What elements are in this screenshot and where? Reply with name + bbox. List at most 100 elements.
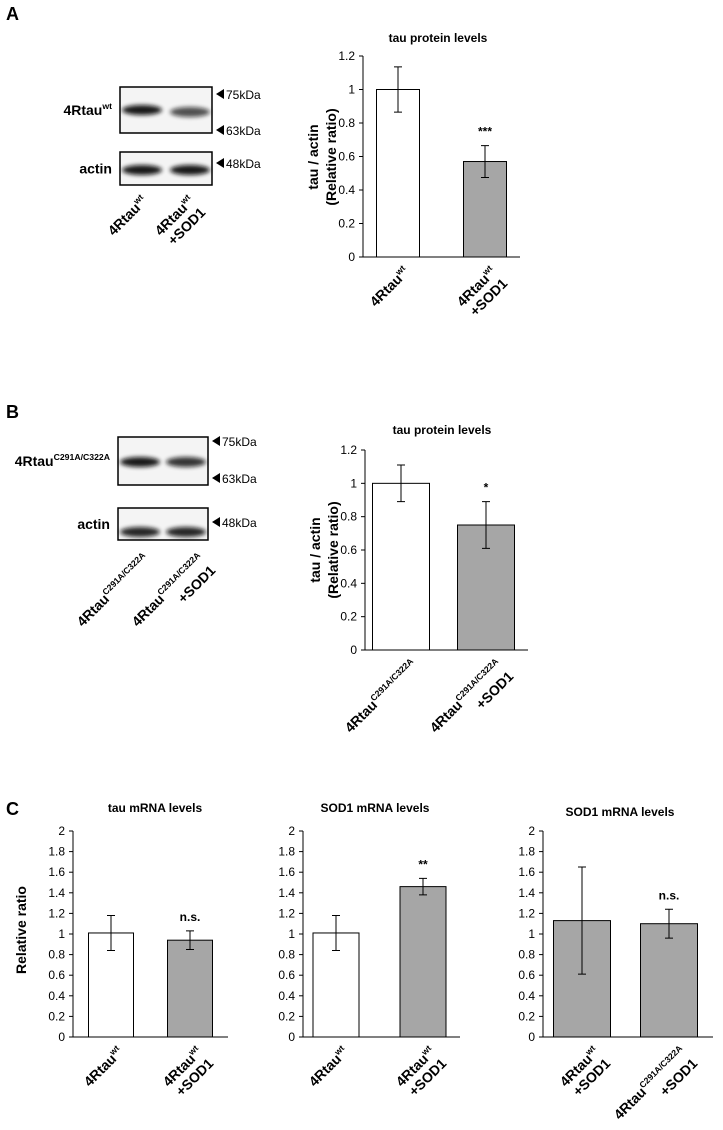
error-bar <box>665 908 673 939</box>
chart-title: tau protein levels <box>389 31 488 45</box>
category-label: 4RtauC291A/C322A+SOD1 <box>426 656 516 736</box>
blot-row-label-text: 4Rtau <box>15 453 54 469</box>
blot-row-label-text: actin <box>77 516 110 532</box>
blot-band <box>166 457 206 467</box>
y-axis-label: tau / actin <box>305 124 321 189</box>
blot-band <box>120 457 160 467</box>
error-bar <box>419 877 427 896</box>
chart-title: SOD1 mRNA levels <box>566 805 675 819</box>
error-bar <box>481 145 489 178</box>
y-tick-label: 0.6 <box>48 968 65 982</box>
marker-arrow <box>216 158 224 168</box>
y-tick-label: 0 <box>288 1030 295 1044</box>
panel-label: C <box>6 799 19 819</box>
x-tick-label: 4RtauC291A/C322A <box>341 656 421 736</box>
bar <box>376 89 420 258</box>
y-tick-label: 0.8 <box>340 510 357 524</box>
bar <box>640 923 698 1038</box>
bar <box>167 939 213 1038</box>
y-tick-label: 0.2 <box>278 1009 295 1023</box>
y-tick-label: 0.4 <box>340 576 357 590</box>
y-tick-label: 0.4 <box>48 989 65 1003</box>
panel-label: B <box>6 402 19 422</box>
y-tick-label: 0.8 <box>518 948 535 962</box>
y-tick-label: 0.2 <box>338 217 355 231</box>
chart-title: tau protein levels <box>393 423 492 437</box>
category-label: 4Rtauwt+SOD1 <box>556 1043 613 1099</box>
y-tick-label: 1.6 <box>278 865 295 879</box>
category-label: 4Rtauwt <box>80 1043 121 1089</box>
y-axis-label: Relative ratio <box>13 886 29 974</box>
y-tick-label: 0.4 <box>338 183 355 197</box>
y-axis-label: tau / actin <box>307 517 323 582</box>
y-tick-label: 1.6 <box>48 865 65 879</box>
blot-row-label: actin <box>77 516 110 532</box>
blot-row-label: actin <box>79 161 112 177</box>
y-tick-label: 0.4 <box>278 989 295 1003</box>
y-tick-label: 2 <box>288 824 295 838</box>
lane-label: 4Rtauwt <box>104 192 150 238</box>
category-label: 4Rtauwt <box>366 263 412 309</box>
category-label: 4Rtauwt+SOD1 <box>159 1043 216 1099</box>
blot-row-label-sup: C291A/C322A <box>54 452 111 462</box>
y-axis-label: (Relative ratio) <box>325 501 341 598</box>
y-tick-label: 0 <box>348 250 355 264</box>
blot-band <box>120 527 160 537</box>
x-tick-label: 4Rtauwt <box>366 263 412 309</box>
bar <box>399 886 447 1038</box>
y-tick-label: 1.2 <box>518 906 535 920</box>
blot-row-label-text: actin <box>79 161 112 177</box>
marker-label: 75kDa <box>226 88 261 102</box>
chart-title: tau mRNA levels <box>108 801 203 815</box>
y-tick-label: 1.6 <box>518 865 535 879</box>
y-tick-label: 1 <box>288 927 295 941</box>
blot-band <box>166 527 206 537</box>
blot-row-label: 4Rtauwt <box>63 101 112 118</box>
y-axis-label: (Relative ratio) <box>323 108 339 205</box>
bar <box>457 524 515 651</box>
significance: n.s. <box>659 888 680 902</box>
chart: SOD1 mRNA levels 0 0.2 0.4 0.6 0.8 1 1.2 1.4 1.6 1… <box>278 801 460 1099</box>
marker-label: 48kDa <box>222 516 257 530</box>
panel-label: A <box>6 4 19 24</box>
y-tick-label: 1.4 <box>48 886 65 900</box>
y-tick-label: 1.8 <box>518 845 535 859</box>
significance: *** <box>478 125 492 139</box>
chart-title: SOD1 mRNA levels <box>321 801 430 815</box>
error-bar <box>482 501 490 549</box>
x-tick-label-sup: C291A/C322A <box>368 656 415 703</box>
chart: SOD1 mRNA levels 0 0.2 0.4 0.6 0.8 1 1.2 1.4 1.6 1… <box>518 805 713 1123</box>
y-tick-label: 0.6 <box>518 968 535 982</box>
y-tick-label: 1.4 <box>518 886 535 900</box>
marker-arrow <box>216 89 224 99</box>
y-tick-label: 1.2 <box>338 49 355 63</box>
y-tick-label: 1.2 <box>340 443 357 457</box>
lane-label: 4RtauC291A/C322A+SOD1 <box>128 550 218 630</box>
error-bar <box>107 914 115 951</box>
marker-label: 75kDa <box>222 435 257 449</box>
blot-band <box>122 165 162 175</box>
chart: tau protein levels 0 0.2 0.4 0.6 0.8 1 1.2 tau /… <box>305 31 520 319</box>
y-tick-label: 1 <box>58 927 65 941</box>
marker-label: 63kDa <box>226 124 261 138</box>
y-tick-label: 1.8 <box>48 845 65 859</box>
y-tick-label: 0.8 <box>278 948 295 962</box>
y-tick-label: 0 <box>58 1030 65 1044</box>
lane-label: 4Rtauwt <box>104 192 150 238</box>
y-tick-label: 2 <box>528 824 535 838</box>
significance: ** <box>418 857 428 871</box>
chart: tau mRNA levels 0 0.2 0.4 0.6 0.8 1 1.2 1.4 1.6 1.… <box>13 801 228 1099</box>
blot-row-label-text: 4Rtau <box>63 102 102 118</box>
blot-row-label-sup: wt <box>101 101 112 111</box>
y-tick-label: 0.8 <box>48 948 65 962</box>
marker-arrow <box>212 436 220 446</box>
blot-band <box>122 105 162 115</box>
y-tick-label: 1.2 <box>278 906 295 920</box>
y-tick-label: 2 <box>58 824 65 838</box>
blot-row-label: 4RtauC291A/C322A <box>15 452 111 469</box>
bar <box>372 482 430 651</box>
y-tick-label: 0.6 <box>338 150 355 164</box>
blot-band <box>170 107 210 117</box>
